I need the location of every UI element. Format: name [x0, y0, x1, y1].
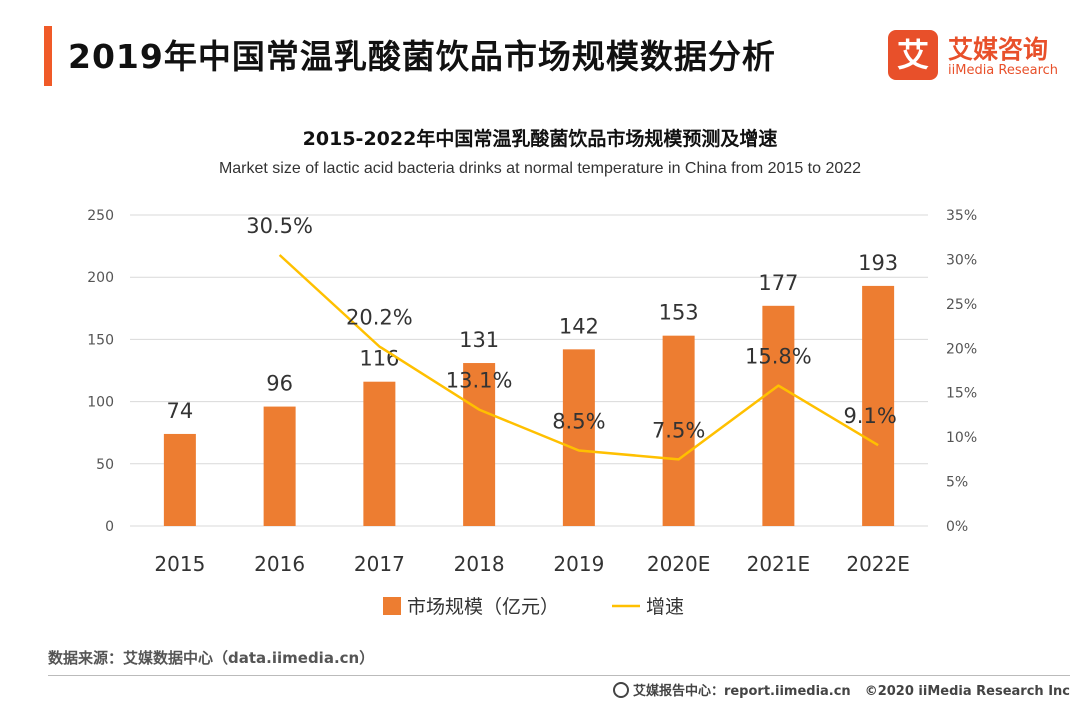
bar-data-label: 153	[659, 301, 699, 325]
report-center-link[interactable]: 艾媒报告中心：report.iimedia.cn	[632, 684, 851, 699]
x-tick-label: 2018	[454, 552, 505, 576]
footer-divider	[48, 675, 1070, 676]
combo-chart: 0 50 100 150 200 250 0% 5% 10% 15% 20% 25% 30% 35% 74 9…	[87, 208, 977, 618]
legend-line-label: 增速	[646, 596, 684, 618]
bar-data-label: 74	[167, 399, 194, 423]
page-title: 2019年中国常温乳酸菌饮品市场规模数据分析	[68, 37, 776, 76]
y-left-tick-label: 150	[87, 332, 114, 348]
y-left-tick-label: 50	[96, 457, 114, 473]
x-tick-label: 2015	[154, 552, 205, 576]
growth-series-line	[278, 254, 879, 461]
y-left-tick-label: 250	[87, 208, 114, 224]
line-data-label: 15.8%	[745, 345, 812, 369]
legend-bar-swatch	[383, 597, 401, 615]
logo-chinese-name: 艾媒咨询	[948, 35, 1049, 64]
globe-icon	[612, 682, 629, 698]
x-tick-label: 2020E	[647, 552, 711, 576]
line-data-label: 30.5%	[246, 214, 313, 238]
x-tick-label: 2022E	[846, 552, 910, 576]
logo-english-name: iiMedia Research	[948, 63, 1059, 78]
iimedia-logo: 艾 艾媒咨询 iiMedia Research	[888, 30, 1068, 82]
line-data-label: 13.1%	[446, 369, 513, 393]
bar	[463, 363, 496, 526]
y-right-tick-label: 0%	[946, 519, 968, 535]
line-data-label: 8.5%	[552, 409, 605, 433]
bar	[662, 335, 695, 526]
logo-mark-icon: 艾	[888, 30, 938, 80]
y-left-tick-label: 0	[105, 519, 114, 535]
bar	[762, 305, 795, 526]
copyright-text: ©2020 iiMedia Research Inc	[864, 684, 1070, 699]
bar	[363, 381, 396, 526]
legend-bar-label: 市场规模（亿元）	[407, 596, 559, 618]
y-left-tick-label: 200	[87, 270, 114, 286]
y-right-tick-label: 35%	[946, 208, 977, 224]
chart-title: 2015-2022年中国常温乳酸菌饮品市场规模预测及增速	[302, 128, 778, 150]
bar-data-label: 131	[459, 328, 499, 352]
y-left-tick-label: 100	[87, 395, 114, 411]
bar	[862, 285, 895, 526]
x-tick-label: 2017	[354, 552, 405, 576]
y-right-tick-label: 30%	[946, 252, 977, 268]
y-right-tick-label: 25%	[946, 297, 977, 313]
x-tick-label: 2019	[553, 552, 604, 576]
bar-data-label: 142	[559, 314, 599, 338]
y-right-tick-label: 10%	[946, 430, 977, 446]
x-tick-label: 2021E	[747, 552, 811, 576]
bar	[562, 349, 595, 526]
bar	[263, 406, 296, 526]
line-data-label: 7.5%	[652, 418, 705, 442]
bar-data-label: 96	[266, 372, 293, 396]
footer-bar: 艾媒报告中心：report.iimedia.cn ©2020 iiMedia Re…	[612, 680, 1070, 699]
y-right-tick-label: 15%	[946, 386, 977, 402]
line-data-label: 20.2%	[346, 306, 413, 330]
y-right-tick-label: 20%	[946, 341, 977, 357]
bar-data-label: 177	[758, 271, 798, 295]
y-right-tick-label: 5%	[946, 475, 968, 491]
line-data-label: 9.1%	[843, 404, 896, 428]
x-tick-label: 2016	[254, 552, 305, 576]
bar-data-label: 116	[359, 347, 399, 371]
title-accent-bar	[44, 26, 52, 86]
chart-subtitle: Market size of lactic acid bacteria drin…	[218, 160, 862, 177]
bar	[163, 433, 196, 526]
bar-data-label: 193	[858, 251, 898, 275]
data-source: 数据来源：艾媒数据中心（data.iimedia.cn）	[48, 649, 375, 667]
